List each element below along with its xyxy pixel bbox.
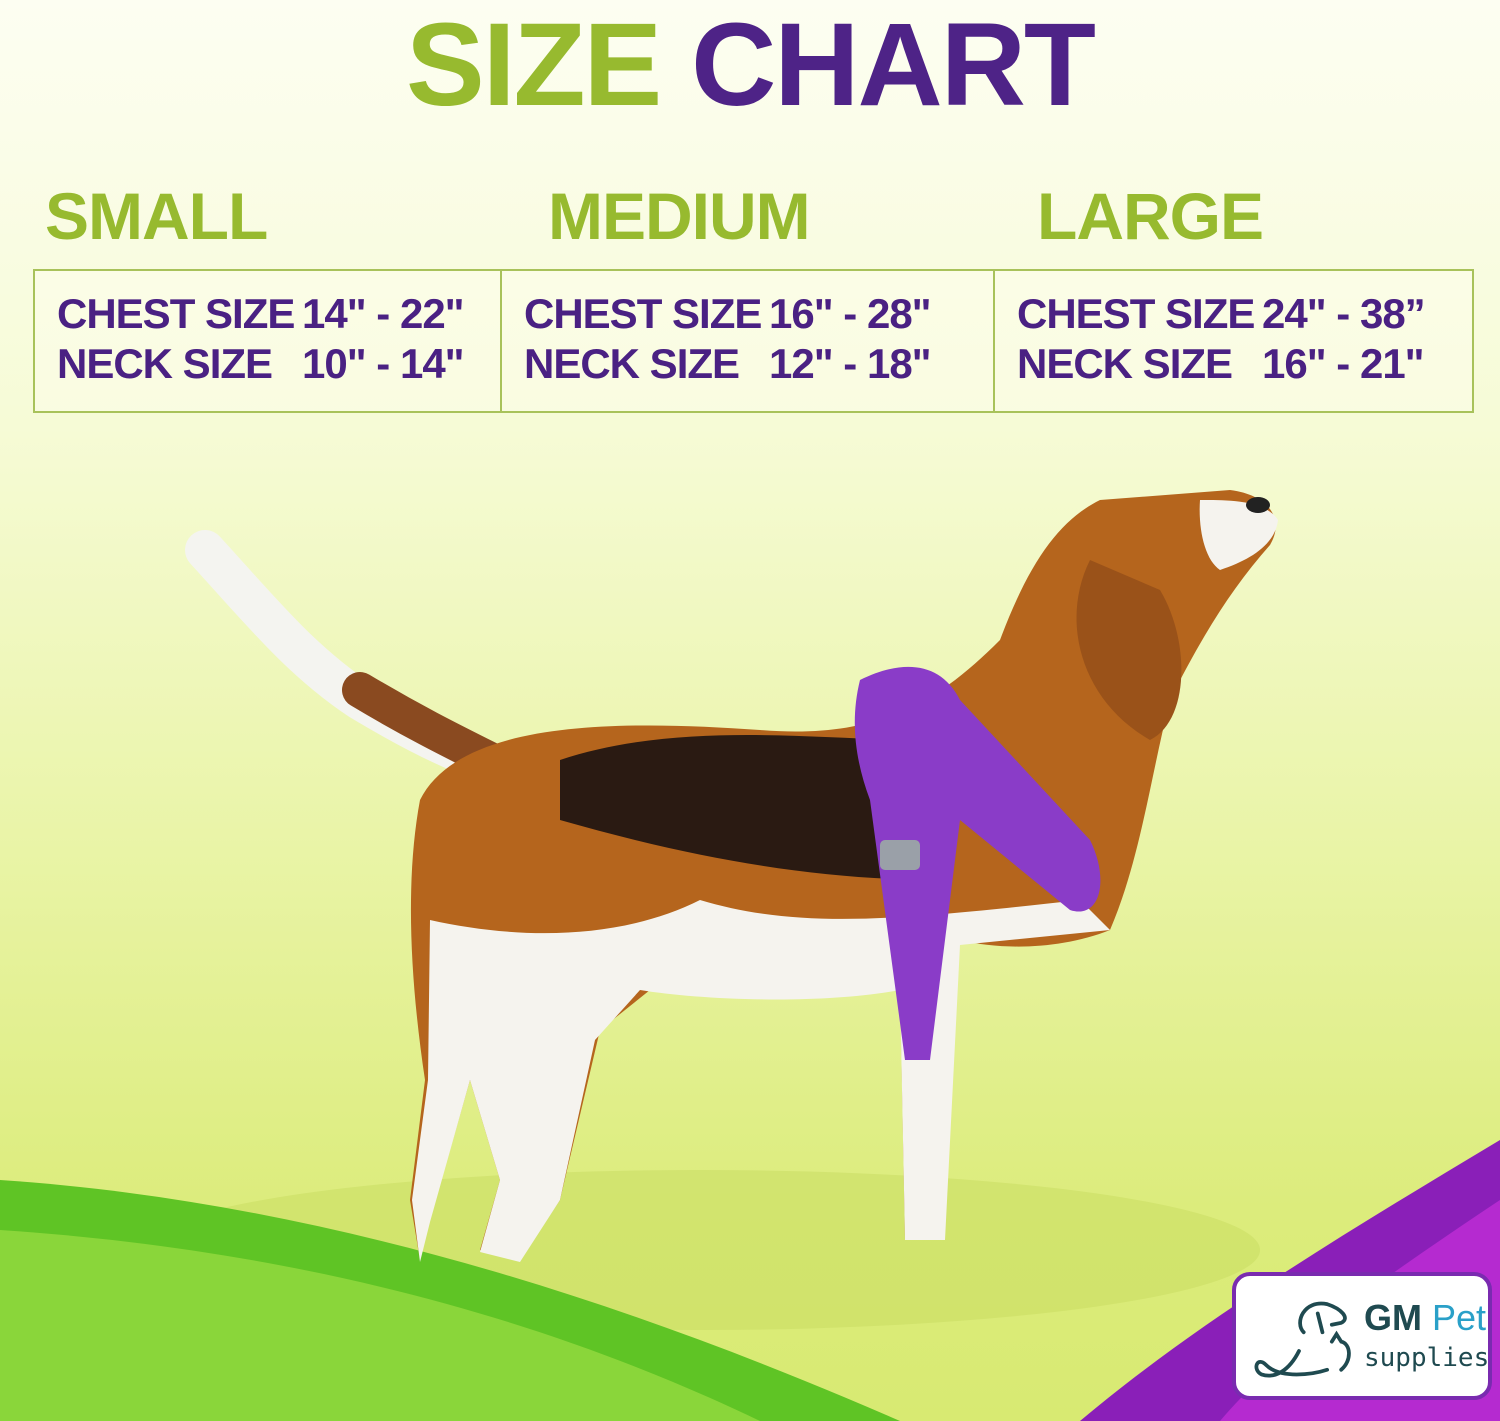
chest-label: CHEST SIZE: [524, 290, 762, 337]
size-cell-small: CHEST SIZE 14" - 22" NECK SIZE 10" - 14": [35, 271, 502, 411]
chest-value: 16" - 28": [769, 290, 932, 337]
chest-label: CHEST SIZE: [1017, 290, 1255, 337]
neck-label: NECK SIZE: [1017, 340, 1233, 387]
page-title: SIZE CHART: [0, 0, 1500, 130]
size-cell-large: CHEST SIZE 24" - 38” NECK SIZE 16" - 21": [995, 271, 1472, 411]
neck-value: 10" - 14": [302, 340, 465, 387]
neck-value: 12" - 18": [769, 340, 932, 387]
size-medium-heading: MEDIUM: [548, 179, 811, 253]
logo-pet: Pet: [1432, 1297, 1487, 1338]
chest-value: 14" - 22": [302, 290, 465, 337]
size-table: CHEST SIZE 14" - 22" NECK SIZE 10" - 14" C…: [33, 269, 1474, 413]
chest-label: CHEST SIZE: [57, 290, 295, 337]
logo-text: GM Pet supplies: [1364, 1296, 1489, 1376]
neck-label: NECK SIZE: [57, 340, 273, 387]
size-cell-medium: CHEST SIZE 16" - 28" NECK SIZE 12" - 18": [502, 271, 995, 411]
harness: [854, 666, 1101, 1060]
size-large-heading: LARGE: [1037, 179, 1264, 253]
chest-value: 24" - 38”: [1262, 290, 1426, 337]
title-size: SIZE: [405, 0, 662, 131]
green-swoosh-light: [0, 1230, 760, 1421]
brand-logo: GM Pet supplies: [1232, 1272, 1492, 1400]
neck-value: 16" - 21": [1262, 340, 1425, 387]
logo-gm: GM: [1364, 1297, 1422, 1338]
logo-supplies: supplies: [1364, 1343, 1490, 1373]
size-small-heading: SMALL: [45, 179, 268, 253]
neck-label: NECK SIZE: [524, 340, 740, 387]
dog-cat-outline-icon: [1254, 1301, 1351, 1378]
dog-illustration: [185, 490, 1278, 1262]
title-chart: CHART: [691, 0, 1096, 131]
